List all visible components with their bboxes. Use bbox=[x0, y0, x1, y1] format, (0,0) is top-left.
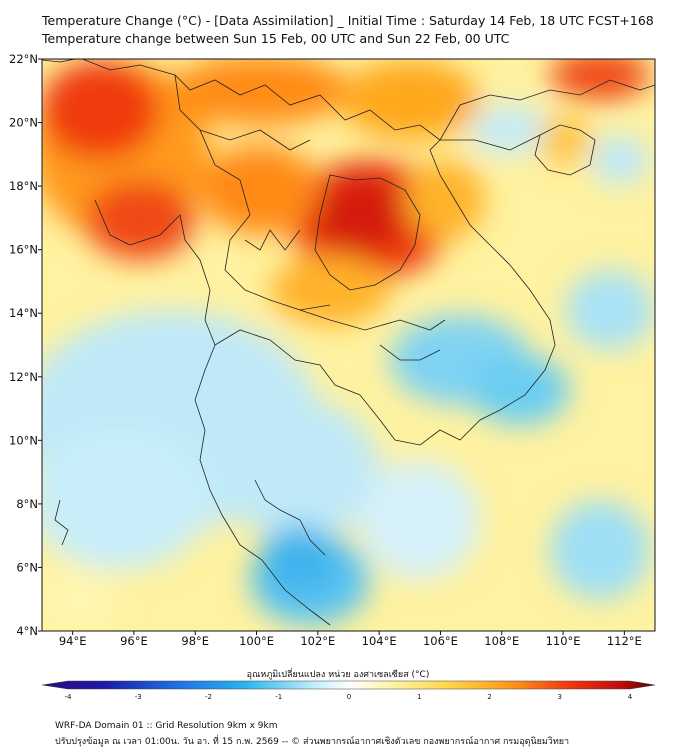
lat-tick-label: 4°N bbox=[16, 624, 38, 638]
lon-tick-label: 94°E bbox=[59, 634, 87, 648]
colorbar-tick-label: 2 bbox=[487, 693, 491, 701]
colorbar-tick-label: 3 bbox=[558, 693, 562, 701]
lon-tick-label: 112°E bbox=[607, 634, 642, 648]
colorbar-tick-label: 1 bbox=[417, 693, 421, 701]
lat-tick-label: 18°N bbox=[9, 179, 38, 193]
colorbar-tick-label: 4 bbox=[628, 693, 633, 701]
colorbar: -4 -3 -2 -1 0 1 2 3 4 bbox=[41, 680, 656, 701]
lon-tick-label: 100°E bbox=[239, 634, 274, 648]
lat-tick-label: 16°N bbox=[9, 243, 38, 257]
lat-tick-label: 8°N bbox=[16, 497, 38, 511]
lon-tick-label: 108°E bbox=[484, 634, 519, 648]
colorbar-tick-label: -1 bbox=[275, 693, 282, 701]
lon-tick-label: 98°E bbox=[181, 634, 209, 648]
lat-tick-label: 22°N bbox=[9, 52, 38, 66]
lon-tick-label: 104°E bbox=[362, 634, 397, 648]
colorbar-strip bbox=[41, 680, 656, 690]
map-title: Temperature Change (°C) - [Data Assimila… bbox=[42, 13, 654, 28]
colorbar-tick-label: -3 bbox=[135, 693, 142, 701]
lat-tick-label: 6°N bbox=[16, 560, 38, 574]
colorbar-ticks: -4 -3 -2 -1 0 1 2 3 4 bbox=[65, 693, 633, 701]
lat-tick-label: 20°N bbox=[9, 116, 38, 130]
lon-tick-label: 102°E bbox=[300, 634, 335, 648]
lat-tick-label: 10°N bbox=[9, 433, 38, 447]
colorbar-title: อุณหภูมิเปลี่ยนแปลง หน่วย องศาเซลเซียส (… bbox=[246, 670, 430, 680]
colorbar-tick-label: 0 bbox=[347, 693, 351, 701]
lon-tick-label: 96°E bbox=[120, 634, 148, 648]
model-info: WRF-DA Domain 01 :: Grid Resolution 9km … bbox=[55, 721, 278, 731]
lat-tick-label: 14°N bbox=[9, 306, 38, 320]
map-subtitle: Temperature change between Sun 15 Feb, 0… bbox=[42, 31, 510, 46]
lat-tick-label: 12°N bbox=[9, 370, 38, 384]
update-info: ปรับปรุงข้อมูล ณ เวลา 01:00น. วัน อา. ที… bbox=[55, 737, 570, 747]
colorbar-tick-label: -4 bbox=[65, 693, 73, 701]
lon-tick-label: 106°E bbox=[423, 634, 458, 648]
lon-tick-label: 110°E bbox=[546, 634, 581, 648]
temperature-field bbox=[42, 59, 655, 631]
longitude-axis: 94°E 96°E 98°E 100°E 102°E 104°E 106°E 108°E 110… bbox=[59, 631, 642, 648]
colorbar-tick-label: -2 bbox=[205, 693, 212, 701]
plot-frame bbox=[41, 58, 656, 632]
coastlines-and-borders bbox=[42, 59, 655, 626]
latitude-axis: 22°N 20°N 18°N 16°N 14°N 12°N 10°N 8°N 6°N 4°N bbox=[9, 52, 42, 638]
